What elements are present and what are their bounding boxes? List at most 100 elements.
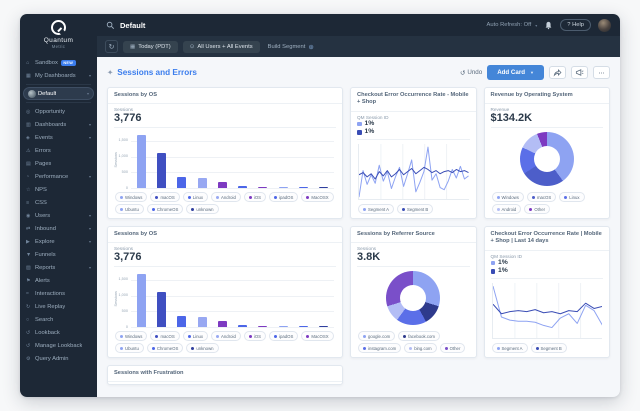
legend-item-ubuntu[interactable]: Ubuntu bbox=[115, 343, 144, 353]
legend-dot-icon bbox=[191, 346, 195, 350]
legend-item-other[interactable]: Other bbox=[439, 343, 466, 353]
legend-item-ios[interactable]: iOS bbox=[243, 331, 267, 341]
legend-item-linux[interactable]: Linux bbox=[559, 192, 585, 202]
legend-item-ubuntu[interactable]: Ubuntu bbox=[115, 204, 144, 214]
bar-android[interactable] bbox=[197, 177, 207, 188]
legend-item-macos[interactable]: macOS bbox=[150, 331, 180, 341]
sidebar-item-users[interactable]: ◉ Users ▾ bbox=[20, 209, 97, 222]
sidebar-item-performance[interactable]: ◔ Performance ▾ bbox=[20, 170, 97, 183]
bar-unknown[interactable] bbox=[319, 187, 329, 188]
legend-item-unknown[interactable]: unknown bbox=[186, 343, 219, 353]
legend-item-segment-b[interactable]: Segment B bbox=[530, 343, 567, 353]
search-icon[interactable] bbox=[106, 21, 115, 30]
bar-windows[interactable] bbox=[136, 134, 146, 188]
sidebar-item-nps[interactable]: ☆ NPS bbox=[20, 183, 97, 196]
legend-item-google-com[interactable]: google.com bbox=[358, 331, 396, 341]
legend-item-android[interactable]: Android bbox=[211, 192, 241, 202]
sidebar-item-dashboards[interactable]: ▥ Dashboards ▾ bbox=[20, 118, 97, 131]
bar-ios[interactable] bbox=[217, 321, 227, 327]
sidebar-item-search[interactable]: ○ Search bbox=[20, 313, 97, 326]
legend-item-facebook-com[interactable]: facebook.com bbox=[398, 331, 440, 341]
refresh-button[interactable]: ↻ bbox=[105, 40, 118, 53]
explore-icon: ▶ bbox=[26, 238, 30, 245]
legend-item-unknown[interactable]: unknown bbox=[186, 204, 219, 214]
announce-button[interactable] bbox=[571, 66, 588, 79]
add-card-button[interactable]: Add Card ▼ bbox=[487, 65, 544, 80]
bar-ipados[interactable] bbox=[238, 325, 248, 327]
donut-chart[interactable] bbox=[519, 132, 574, 187]
bar-chromeos[interactable] bbox=[299, 187, 309, 188]
build-segment-button[interactable]: Build Segment ⊕ bbox=[268, 43, 314, 51]
bar-ios[interactable] bbox=[217, 182, 227, 188]
sidebar-item-manage-lookback[interactable]: ↺ Manage Lookback bbox=[20, 339, 97, 352]
legend-item-android[interactable]: Android bbox=[211, 331, 241, 341]
legend-label: bing.com bbox=[414, 345, 432, 351]
sidebar-item-default[interactable]: Default ▾ bbox=[23, 87, 94, 100]
legend-item-windows[interactable]: Windows bbox=[491, 192, 524, 202]
date-range-button[interactable]: ▦ Today (PDT) bbox=[123, 40, 178, 53]
bar-linux[interactable] bbox=[177, 177, 187, 188]
legend-item-macos[interactable]: macOS bbox=[150, 192, 180, 202]
bar-linux[interactable] bbox=[177, 316, 187, 327]
legend-item-macos[interactable]: macOS bbox=[526, 192, 557, 202]
legend-item-macosx[interactable]: MacOSX bbox=[301, 192, 334, 202]
sidebar-item-events[interactable]: ◈ Events ▾ bbox=[20, 131, 97, 144]
legend-item-chromeos[interactable]: ChromeOS bbox=[146, 204, 184, 214]
legend-item-ios[interactable]: iOS bbox=[243, 192, 267, 202]
bar-chromeos[interactable] bbox=[299, 326, 309, 327]
bell-icon[interactable] bbox=[544, 21, 553, 30]
sidebar-item-sandbox[interactable]: ⌂ Sandbox NEW bbox=[20, 56, 97, 69]
sidebar-item-css[interactable]: ≡ CSS bbox=[20, 196, 97, 209]
bar-ubuntu[interactable] bbox=[278, 187, 288, 188]
bar-macosx[interactable] bbox=[258, 186, 268, 188]
bar-macos[interactable] bbox=[156, 292, 166, 327]
bar-windows[interactable] bbox=[136, 273, 146, 327]
legend-item-linux[interactable]: Linux bbox=[182, 192, 209, 202]
alerts-icon: ⚑ bbox=[26, 277, 31, 284]
sidebar-item-reports[interactable]: ▧ Reports ▾ bbox=[20, 261, 97, 274]
sidebar-item-interactions[interactable]: ≈ Interactions bbox=[20, 287, 97, 300]
legend-item-android[interactable]: Android bbox=[491, 204, 522, 214]
bar-ipados[interactable] bbox=[238, 186, 248, 188]
bar-android[interactable] bbox=[197, 316, 207, 327]
sidebar-item-explore[interactable]: ▶ Explore ▾ bbox=[20, 235, 97, 248]
legend-item-segment-b[interactable]: Segment B bbox=[397, 204, 434, 214]
legend-item-linux[interactable]: Linux bbox=[182, 331, 209, 341]
help-button[interactable]: ? Help bbox=[560, 19, 591, 31]
sidebar-item-opportunity[interactable]: ◎ Opportunity bbox=[20, 105, 97, 118]
more-options-button[interactable]: ⋯ bbox=[593, 66, 610, 79]
sidebar-item-my-dashboards[interactable]: ▦ My Dashboards ▾ bbox=[20, 69, 97, 82]
legend-item-windows[interactable]: Windows bbox=[115, 192, 148, 202]
legend-item-ipados[interactable]: ipadOS bbox=[269, 331, 299, 341]
legend-item-bing-com[interactable]: bing.com bbox=[404, 343, 437, 353]
audience-filter-button[interactable]: ⊙ All Users + All Events bbox=[182, 40, 260, 53]
sidebar-item-funnels[interactable]: ▼ Funnels bbox=[20, 248, 97, 261]
user-avatar[interactable] bbox=[598, 18, 611, 32]
legend-item-segment-a[interactable]: Segment A bbox=[491, 343, 528, 353]
legend-item-macosx[interactable]: MacOSX bbox=[301, 331, 334, 341]
bar-unknown[interactable] bbox=[319, 326, 329, 327]
sidebar-item-inbound[interactable]: ⇄ Inbound ▾ bbox=[20, 222, 97, 235]
legend-dot-icon bbox=[187, 195, 191, 199]
auto-refresh-toggle[interactable]: Auto Refresh: Off ▾ bbox=[487, 22, 538, 28]
legend-item-other[interactable]: Other bbox=[524, 204, 551, 214]
legend-item-chromeos[interactable]: ChromeOS bbox=[146, 343, 184, 353]
bar-macos[interactable] bbox=[156, 153, 166, 188]
bar-ubuntu[interactable] bbox=[278, 326, 288, 327]
bar-macosx[interactable] bbox=[258, 325, 268, 327]
donut-chart[interactable] bbox=[386, 271, 441, 326]
favorite-star-icon[interactable]: ✦ bbox=[107, 68, 114, 77]
legend-item-ipados[interactable]: ipadOS bbox=[269, 192, 299, 202]
sidebar-item-lookback[interactable]: ↺ Lookback bbox=[20, 326, 97, 339]
legend-label: Segment A bbox=[501, 345, 523, 351]
sidebar-item-query-admin[interactable]: ⚙ Query Admin bbox=[20, 352, 97, 365]
sidebar-item-live-replay[interactable]: ↻ Live Replay bbox=[20, 300, 97, 313]
legend-item-segment-a[interactable]: Segment A bbox=[358, 204, 395, 214]
legend-item-instagram-com[interactable]: instagram.com bbox=[358, 343, 402, 353]
sidebar-item-errors[interactable]: ⚠ Errors bbox=[20, 144, 97, 157]
legend-item-windows[interactable]: Windows bbox=[115, 331, 148, 341]
sidebar-item-pages[interactable]: ▤ Pages bbox=[20, 157, 97, 170]
share-button[interactable] bbox=[549, 66, 566, 79]
sidebar-item-alerts[interactable]: ⚑ Alerts bbox=[20, 274, 97, 287]
undo-button[interactable]: ↺ Undo bbox=[460, 69, 482, 77]
